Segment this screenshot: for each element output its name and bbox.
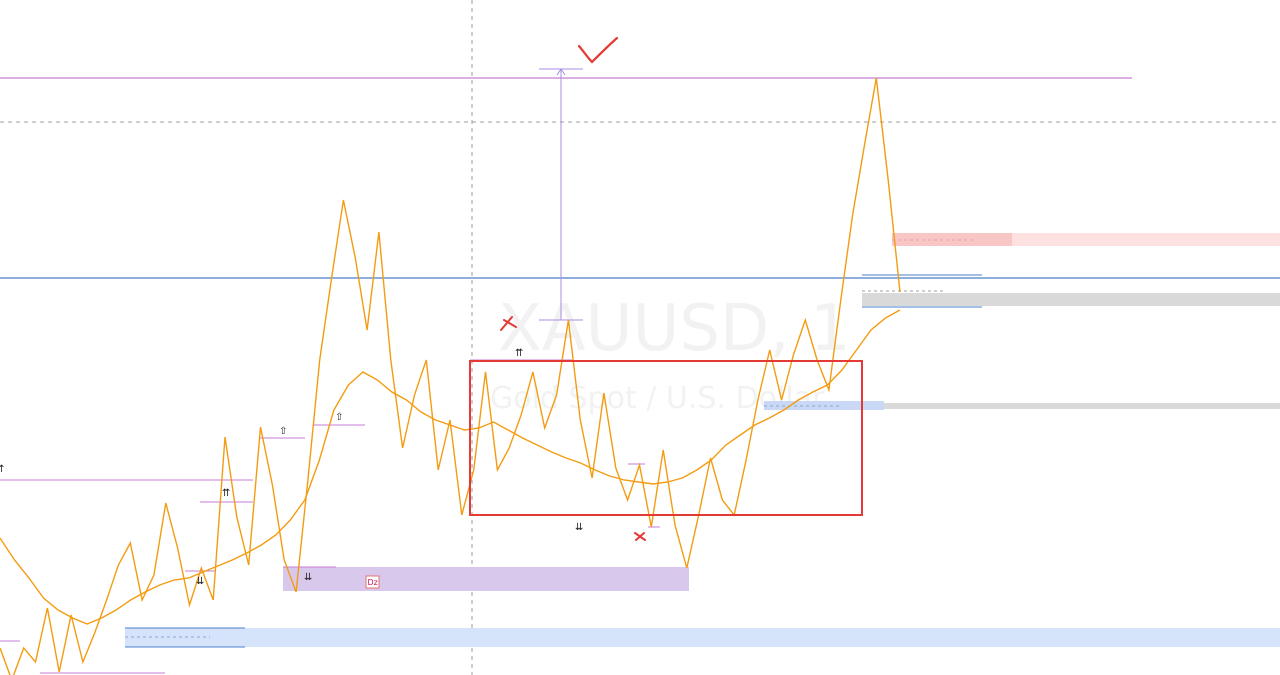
moving-average-line[interactable] <box>0 309 901 625</box>
blue-zone <box>125 628 1280 647</box>
cross-annotation <box>634 532 646 541</box>
measure-tool[interactable] <box>539 68 583 321</box>
marker-down-double: ⇊ <box>304 572 312 583</box>
gray-zone-lower <box>764 403 1280 409</box>
marker-up-hollow: ⇧ <box>279 426 287 437</box>
cross-stroke <box>635 532 645 541</box>
marker-up-double: ⇈ <box>515 348 523 359</box>
consolidation-box[interactable] <box>469 360 863 516</box>
cross-stroke <box>503 319 517 328</box>
dz-badge <box>365 575 380 589</box>
gray-zone-upper <box>862 293 1280 306</box>
watermark-description: Gold Spot / U.S. Dollar <box>490 381 825 416</box>
dz-label: Dz <box>368 578 378 587</box>
cross-annotation <box>500 316 517 331</box>
marker-up-double: ⇈ <box>0 464 4 475</box>
marker-down-double: ⇊ <box>575 522 583 533</box>
marker-down-double: ⇊ <box>196 576 204 587</box>
measure-arrow-head <box>556 68 566 76</box>
cross-stroke <box>500 316 513 331</box>
marker-up-double: ⇈ <box>222 488 230 499</box>
demand-zone <box>283 567 689 591</box>
marker-up-hollow: ⇧ <box>335 412 343 423</box>
checkmark-annotation <box>577 36 619 64</box>
price-series-line[interactable] <box>0 77 901 675</box>
watermark-symbol: XAUUSD, 1 <box>498 292 851 366</box>
